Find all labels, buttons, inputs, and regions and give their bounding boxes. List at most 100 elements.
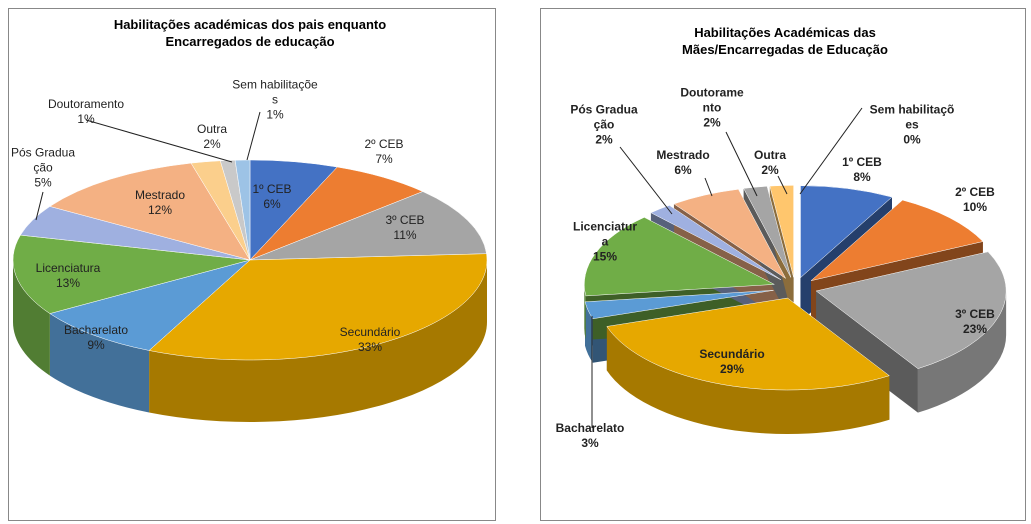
data-label: Mestrado 6% [653,148,713,178]
leader-line [246,111,261,161]
data-label: Outra 2% [187,122,237,152]
leader-line [725,131,758,197]
data-label: Secundário 29% [687,347,777,377]
leader-line [85,119,233,163]
value-label: 12% [147,203,173,217]
value-label: 2% [761,163,779,177]
category-label: Mestrado [656,148,710,162]
slice [673,188,786,279]
value-label: 29% [719,362,745,376]
value-label: 1% [77,112,95,126]
value-label: 23% [962,322,988,336]
data-label: 1º CEB 8% [832,155,892,185]
chart-title-text: Habilitações académicas dos pais enquant… [113,17,387,49]
category-label: Licenciatura [35,261,101,275]
slice-side [584,284,586,340]
value-label: 9% [87,338,105,352]
value-label: 6% [674,163,692,177]
leader-line [777,175,788,195]
slice [743,185,792,278]
value-label: 7% [375,152,393,166]
data-label: Pós Graduação 5% [8,146,78,191]
data-label: Doutoramento 2% [680,86,744,131]
data-label: 2º CEB 10% [945,185,1005,215]
value-label: 15% [592,249,618,264]
value-label: 5% [34,175,52,190]
data-label: Outra 2% [745,148,795,178]
slice [148,253,488,361]
category-label: Licenciatura [572,219,638,249]
data-label: Bacharelato 9% [51,323,141,353]
slice [650,205,782,281]
data-label: Licenciatura 13% [23,261,113,291]
category-label: Pós Graduação [10,145,76,175]
leader-line [619,146,673,215]
slice [800,185,893,279]
value-label: 13% [55,276,81,290]
category-label: 3º CEB [955,307,995,321]
data-label: Licenciatura 15% [570,220,640,265]
slice-wall [816,290,918,413]
category-label: Doutoramento [680,85,744,115]
data-label: Sem habilitações 0% [867,103,957,148]
slice-side [606,326,890,435]
leader-line [35,191,44,221]
slice [249,166,424,261]
value-label: 10% [962,200,988,214]
slice [584,217,776,297]
category-label: 2º CEB [955,185,995,199]
category-label: Sem habilitações [232,77,318,107]
slice [584,290,774,320]
category-label: 1º CEB [842,155,882,169]
category-label: Outra [196,122,227,136]
category-label: 3º CEB [385,213,425,227]
category-label: Bacharelato [63,323,129,337]
chart-title-text: Habilitações Académicas das Mães/Encarre… [682,25,888,57]
data-label: 1º CEB 6% [242,182,302,212]
value-label: 3% [581,436,599,450]
value-label: 2% [703,115,721,130]
slice [249,191,487,261]
data-label: Secundário 33% [325,325,415,355]
data-label: 2º CEB 7% [354,137,414,167]
category-label: Sem habilitações [869,102,955,132]
value-label: 11% [393,228,417,242]
chart-title: Habilitações Académicas das Mães/Encarre… [655,24,915,58]
slice-side [13,260,50,376]
category-label: Secundário [699,347,765,361]
data-label: Sem habilitações 1% [230,78,320,123]
slice-side [49,313,150,413]
value-label: 6% [263,197,281,211]
slice-side [917,290,1007,413]
slice [606,297,890,391]
data-label: 3º CEB 11% [375,213,435,243]
slice-side [149,260,487,422]
value-label: 2% [203,137,221,151]
value-label: 0% [903,132,921,147]
category-label: Outra [753,148,786,162]
category-label: Mestrado [134,188,186,202]
data-label: Bacharelato 3% [545,421,635,451]
data-label: Doutoramento 1% [36,97,136,127]
leader-line [799,107,863,195]
category-label: 2º CEB [364,137,404,151]
data-label: Pós Graduação 2% [569,103,639,148]
value-label: 2% [595,132,613,147]
slice [49,162,251,261]
slice [769,185,794,278]
leader-line [704,177,713,197]
slice [12,234,251,314]
slice-side [585,301,593,363]
value-label: 1% [266,107,284,122]
data-label: 3º CEB 23% [945,307,1005,337]
chart-title: Habilitações académicas dos pais enquant… [100,16,400,50]
value-label: 8% [853,170,871,184]
slice [234,159,251,261]
data-label: Mestrado 12% [120,188,200,218]
slice [49,259,251,351]
slice [810,199,984,281]
category-label: Doutoramento [47,97,125,111]
value-label: 33% [357,340,383,354]
